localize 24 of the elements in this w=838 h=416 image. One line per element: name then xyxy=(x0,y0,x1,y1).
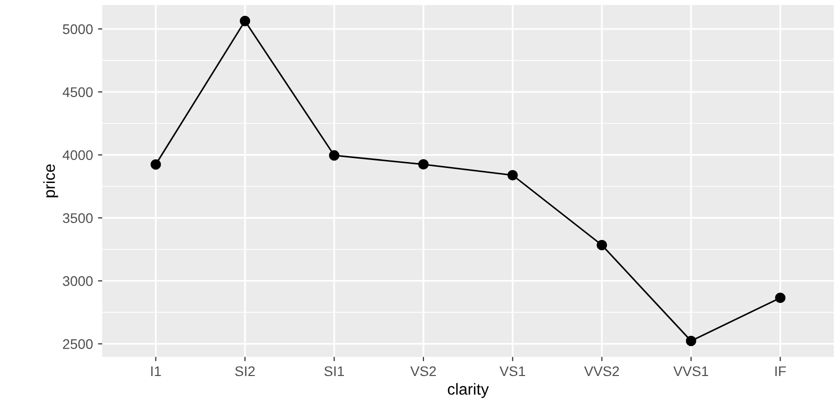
point xyxy=(596,240,608,250)
y-tick-label: 5000 xyxy=(62,24,93,34)
x-tick-label: VS2 xyxy=(410,366,436,376)
x-tick-label: SI1 xyxy=(324,366,344,376)
x-tick-label: VS1 xyxy=(500,366,526,376)
y-tick-label: 3500 xyxy=(62,213,93,224)
point xyxy=(150,159,161,170)
point xyxy=(418,159,429,170)
x-tick-label: VVS1 xyxy=(673,366,708,376)
x-axis-title: clarity xyxy=(448,383,489,398)
point xyxy=(686,336,696,346)
point xyxy=(775,292,786,304)
y-tick-label: 4500 xyxy=(62,87,93,98)
x-tick-label: SI2 xyxy=(235,366,255,376)
point xyxy=(507,170,518,180)
y-tick-label: 2500 xyxy=(63,339,93,349)
y-tick-label: 4000 xyxy=(62,150,93,160)
point xyxy=(240,16,250,26)
point xyxy=(328,150,340,161)
x-tick-label: VVS2 xyxy=(584,366,619,376)
y-tick-label: 3000 xyxy=(62,276,93,286)
x-tick-label: I1 xyxy=(151,366,161,376)
y-axis-title: price xyxy=(43,164,58,198)
x-tick-label: IF xyxy=(775,366,786,376)
